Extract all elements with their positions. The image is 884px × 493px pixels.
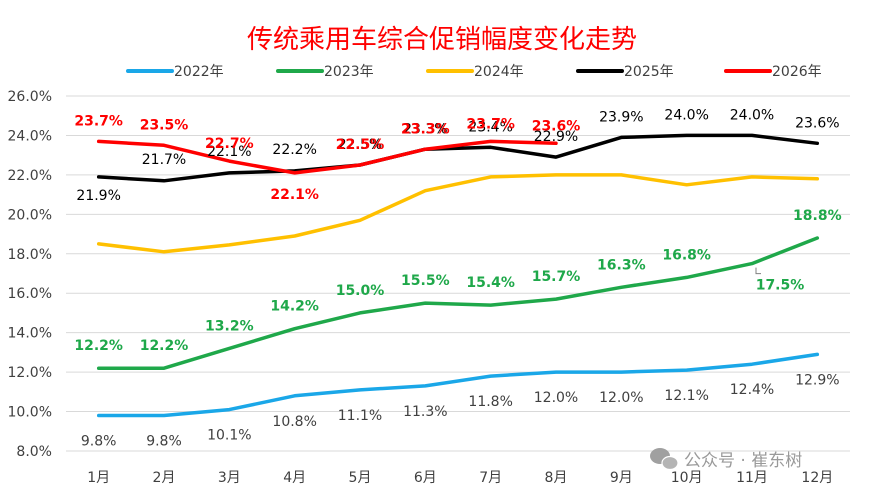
data-label: 12.2% xyxy=(74,338,123,354)
data-label: 15.0% xyxy=(336,283,385,299)
series-line xyxy=(96,173,820,254)
y-tick-label: 24.0% xyxy=(8,128,52,144)
data-label: 9.8% xyxy=(81,434,117,450)
x-tick-label: 3月 xyxy=(218,470,241,486)
y-tick-label: 22.0% xyxy=(8,168,52,184)
watermark: 公众号 · 崔东树 xyxy=(650,448,802,471)
data-label: 22.1% xyxy=(270,187,319,203)
legend-label: 2025年 xyxy=(624,64,674,80)
data-label: 23.7% xyxy=(74,113,123,129)
data-label: 9.8% xyxy=(146,434,182,450)
x-tick-label: 9月 xyxy=(610,470,633,486)
data-label: 23.5% xyxy=(140,117,189,133)
data-label: 23.9% xyxy=(599,109,643,125)
data-label: 15.7% xyxy=(532,269,581,285)
y-axis-ticks: 8.0% 10.0% 12.0% 14.0% 16.0% 18.0% 20.0% 22.0% 2… xyxy=(8,89,52,460)
legend-label: 2022年 xyxy=(174,64,224,80)
y-tick-label: 14.0% xyxy=(8,326,52,342)
data-label: 21.7% xyxy=(142,152,186,168)
data-label: 18.8% xyxy=(793,208,842,224)
data-label: 23.4% xyxy=(468,119,512,135)
data-label: 15.5% xyxy=(401,273,450,289)
data-label: 22.2% xyxy=(272,142,316,158)
series-line xyxy=(96,236,820,370)
legend-label: 2023年 xyxy=(324,64,374,80)
data-label: 13.2% xyxy=(205,318,254,334)
x-axis-ticks: 1月 2月 3月 4月 5月 6月 7月 8月 9月 10月 11月 12月 xyxy=(87,470,833,486)
data-label: 17.5% xyxy=(756,278,805,294)
data-label: 12.1% xyxy=(664,388,708,404)
chart-title: 传统乘用车综合促销幅度变化走势 xyxy=(247,25,637,55)
legend: 2022年 2023年 2024年 2025年 2026年 xyxy=(126,64,822,80)
data-label: 22.1% xyxy=(207,144,251,160)
data-label: 16.3% xyxy=(597,257,646,273)
data-label: 21.9% xyxy=(76,188,120,204)
data-label: 22.5% xyxy=(338,137,382,153)
x-tick-label: 4月 xyxy=(283,470,306,486)
data-label: 12.4% xyxy=(730,382,774,398)
data-label: 12.0% xyxy=(599,390,643,406)
data-labels: 9.8% 9.8% 10.1% 10.8% 11.1% 11.3% 11.8% 12.0% 12… xyxy=(74,107,841,449)
data-label: 15.4% xyxy=(466,275,515,291)
series-lines xyxy=(96,133,820,418)
y-tick-label: 26.0% xyxy=(8,89,52,105)
data-label: 16.8% xyxy=(662,247,711,263)
data-label: 23.3% xyxy=(401,121,450,137)
data-label: 10.8% xyxy=(272,414,316,430)
data-label: 23.6% xyxy=(532,118,581,134)
data-label: 23.7% xyxy=(466,116,515,132)
y-tick-label: 10.0% xyxy=(8,405,52,421)
y-tick-label: 8.0% xyxy=(16,444,52,460)
x-tick-label: 2月 xyxy=(153,470,176,486)
data-label: 12.2% xyxy=(140,338,189,354)
legend-label: 2024年 xyxy=(474,64,524,80)
data-label: 22.7% xyxy=(205,136,254,152)
data-label: 11.1% xyxy=(338,408,382,424)
x-tick-label: 12月 xyxy=(801,470,833,486)
data-label: 22.5% xyxy=(336,137,385,153)
y-tick-label: 12.0% xyxy=(8,365,52,381)
watermark-text: 公众号 · 崔东树 xyxy=(684,451,802,471)
data-label: 14.2% xyxy=(270,299,319,315)
x-tick-label: 10月 xyxy=(671,470,703,486)
data-label: 12.0% xyxy=(534,390,578,406)
x-tick-label: 11月 xyxy=(736,470,768,486)
wechat-icon xyxy=(650,448,679,471)
data-label: 23.6% xyxy=(795,115,839,131)
x-tick-label: 7月 xyxy=(479,470,502,486)
x-tick-label: 1月 xyxy=(87,470,110,486)
x-tick-label: 8月 xyxy=(545,470,568,486)
data-label: 24.0% xyxy=(664,107,708,123)
data-label: 24.0% xyxy=(730,107,774,123)
y-tick-label: 18.0% xyxy=(8,247,52,263)
series-line xyxy=(96,133,820,183)
data-label: 23.3% xyxy=(403,121,447,137)
data-label: 10.1% xyxy=(207,428,251,444)
x-tick-label: 6月 xyxy=(414,470,437,486)
y-tick-label: 16.0% xyxy=(8,286,52,302)
data-label: 11.3% xyxy=(403,404,447,420)
x-tick-label: 5月 xyxy=(349,470,372,486)
series-line xyxy=(96,352,820,418)
legend-label: 2026年 xyxy=(772,64,822,80)
series-line xyxy=(96,139,558,175)
label-leader xyxy=(755,267,761,275)
data-label: 11.8% xyxy=(468,394,512,410)
data-label: 12.9% xyxy=(795,372,839,388)
y-tick-label: 20.0% xyxy=(8,207,52,223)
data-label: 22.9% xyxy=(534,129,578,145)
